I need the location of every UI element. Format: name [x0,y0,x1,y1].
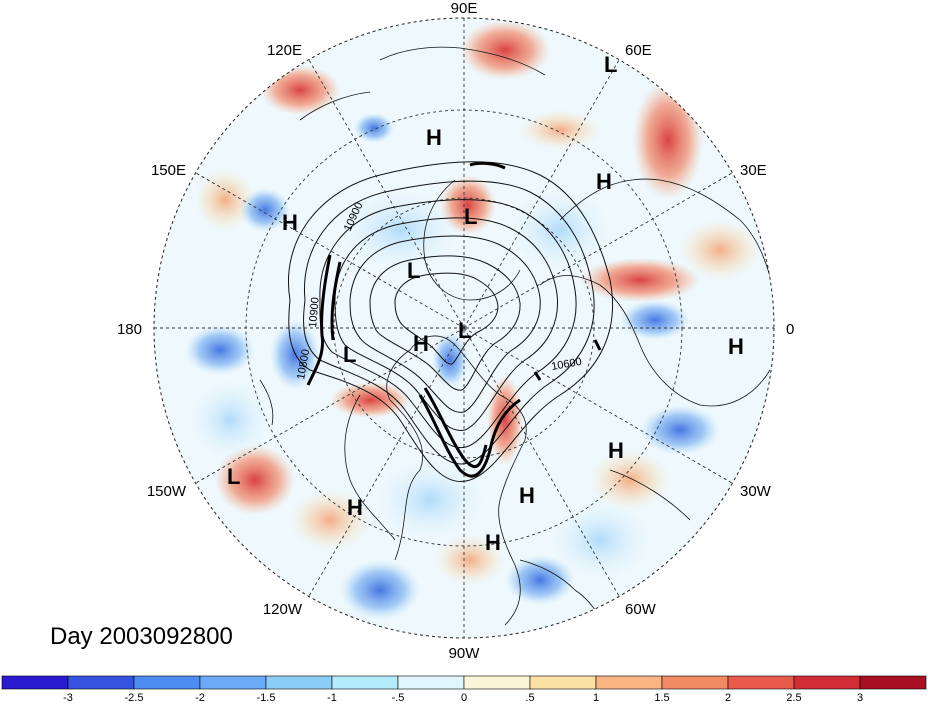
pressure-center-label: L [407,258,420,283]
anomaly-blob [435,535,505,585]
pressure-center-label: H [426,125,442,150]
lon-label-150w: 150W [147,483,187,500]
lon-label-30e: 30E [740,162,767,179]
colorbar-tick-label: 1 [593,692,599,702]
lon-label-90w: 90W [449,645,481,662]
colorbar-tick-label: -1 [327,692,337,702]
lon-label-0: 0 [786,321,794,338]
lon-label-60e: 60E [625,42,652,59]
colorbar-tick-label: -.5 [392,692,405,702]
anomaly-blob [620,300,690,340]
colorbar-tick-label: 2 [725,692,731,702]
colorbar-swatch [67,675,135,690]
anomaly-blob [550,500,650,580]
pressure-center-label: H [282,210,298,235]
colorbar-swatch [133,675,201,690]
colorbar-swatch [661,675,729,690]
lon-label-180: 180 [117,321,142,338]
colorbar-tick-label: 1.5 [654,692,669,702]
anomaly-blob [432,332,468,388]
height-contours [288,161,614,483]
pressure-center-label: H [728,334,744,359]
anomaly-blob [580,258,700,302]
anomaly-blob [520,110,600,150]
contour-labels: 10900 10900 10800 10600 [295,200,583,380]
pressure-center-label: L [604,52,617,77]
colorbar-swatch [595,675,663,690]
contour-label: 10600 [550,356,582,373]
colorbar-swatch [859,675,927,690]
anomaly-blob [640,405,720,455]
anomaly-blob [215,445,295,515]
jet-contours [306,161,602,478]
colorbar-swatch [727,675,795,690]
lon-label-30w: 30W [740,483,772,500]
anomaly-blob [270,320,320,390]
colorbar-swatch [397,675,465,690]
anomaly-blob [487,375,523,465]
figure-title: Day 2003092800 [50,623,233,650]
pressure-center-label: H [485,530,501,555]
lon-label-60w: 60W [625,601,657,618]
colorbar-swatch [331,675,399,690]
colorbar-tick-label: 2.5 [786,692,801,702]
graticule [154,18,774,638]
anomaly-blob [340,560,420,620]
colorbar-swatch [1,675,69,690]
anomaly-blob [590,450,670,510]
anomaly-blob [375,460,485,540]
pressure-center-label: H [608,438,624,463]
colorbar-swatch [793,675,861,690]
colorbar-swatch [199,675,267,690]
pressure-center-label: L [464,204,477,229]
pressure-centers: L H H H L L H L L H H L H H H [227,52,744,555]
anomaly-blob [510,190,610,270]
lon-label-120w: 120W [263,601,303,618]
colorbar: -3 -2.5 -2 -1.5 -1 -.5 0 .5 1 1.5 2 2.5 3 [1,675,927,704]
anomaly-blob [680,220,760,280]
anomaly-blob [340,190,460,270]
pressure-center-label: H [519,483,535,508]
contour-label: 10800 [295,348,312,380]
anomaly-blob [185,325,255,375]
colorbar-tick-label: 0 [461,692,467,702]
colorbar-swatch [265,675,333,690]
anomaly-blob [505,555,575,605]
colorbar-tick-label: -2.5 [125,692,144,702]
colorbar-tick-label: -2 [195,692,205,702]
anomaly-blob [195,170,255,230]
longitude-labels: 90E 60E 30E 0 30W 60W 90W 120W 150W 180 … [117,0,794,662]
anomaly-blob [460,20,550,80]
anomaly-blob [190,380,270,460]
pressure-center-label: L [343,342,356,367]
pressure-center-label: H [347,495,363,520]
anomaly-blob [290,490,370,550]
pressure-center-label: H [413,331,429,356]
anomaly-blob [260,65,340,115]
lon-label-150e: 150E [151,162,186,179]
colorbar-tick-label: 3 [857,692,863,702]
colorbar-swatch [463,675,531,690]
anomaly-blob [354,113,394,143]
pressure-center-label: L [458,318,471,343]
contour-label: 10900 [307,297,322,329]
colorbar-swatch [529,675,597,690]
pressure-center-label: H [596,169,612,194]
pressure-center-label: L [227,464,240,489]
lon-label-90e: 90E [451,0,478,17]
colorbar-tick-label: -1.5 [257,692,276,702]
lon-label-120e: 120E [267,42,302,59]
colorbar-tick-label: .5 [525,692,534,702]
map-boundary [153,17,775,639]
anomaly-blob [240,188,290,232]
colorbar-tick-label: -3 [63,692,73,702]
